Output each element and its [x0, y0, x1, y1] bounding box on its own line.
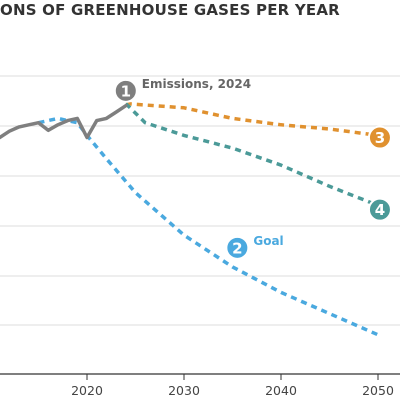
- chart-title: ONS OF GREENHOUSE GASES PER YEAR: [0, 1, 340, 19]
- marker-number-1: 1: [121, 82, 131, 100]
- marker-number-3: 3: [375, 129, 385, 147]
- series-line-goal: [38, 116, 379, 337]
- series-line-teal: [124, 102, 379, 208]
- x-tick-label: 2040: [265, 383, 297, 398]
- marker-circle-2: [225, 235, 250, 260]
- marker-circle-1: [113, 78, 138, 103]
- series-line-historical: [0, 103, 128, 140]
- series-line-orange: [125, 101, 379, 138]
- marker-circle-3: [367, 125, 392, 150]
- x-tick-label: 2020: [71, 383, 103, 398]
- x-tick-label: 2030: [168, 383, 200, 398]
- marker-number-2: 2: [232, 239, 242, 257]
- marker-number-4: 4: [375, 201, 385, 219]
- x-tick-label: 2050: [362, 383, 394, 398]
- annotation-label-2: Goal: [253, 234, 283, 248]
- marker-circle-4: [367, 197, 392, 222]
- annotation-label-1: Emissions, 2024: [142, 77, 251, 91]
